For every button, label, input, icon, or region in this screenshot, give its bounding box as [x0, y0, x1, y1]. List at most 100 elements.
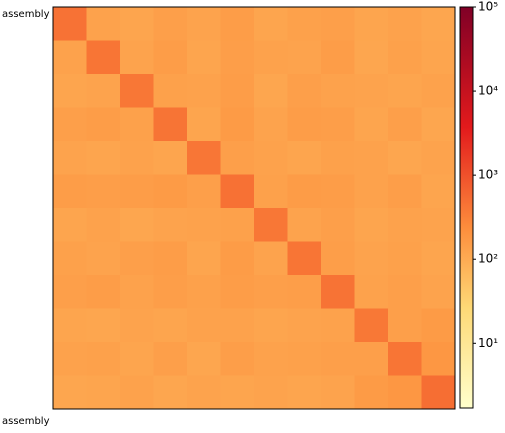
heatmap-cell: [254, 174, 288, 209]
heatmap-cell: [321, 342, 355, 376]
heatmap-cell: [120, 275, 154, 309]
heatmap-cell: [388, 40, 422, 75]
heatmap-cell: [354, 208, 389, 242]
heatmap-cell: [354, 40, 389, 75]
heatmap-cell: [421, 375, 456, 410]
heatmap-cell: [421, 174, 456, 209]
heatmap-cell: [220, 141, 255, 175]
heatmap-cell: [120, 7, 154, 41]
heatmap-cell: [153, 308, 188, 343]
heatmap-cell: [187, 107, 221, 142]
heatmap-cell: [187, 174, 221, 209]
heatmap-cell: [53, 241, 87, 276]
heatmap-cell: [153, 74, 188, 108]
heatmap-cell: [86, 74, 121, 108]
heatmap-cell: [187, 208, 221, 242]
heatmap-cell: [120, 40, 154, 75]
heatmap-cell: [421, 107, 456, 142]
heatmap-cell: [153, 40, 188, 75]
heatmap-cell: [153, 107, 188, 142]
heatmap-cell: [53, 208, 87, 242]
heatmap-cell: [53, 40, 87, 75]
heatmap-cell: [86, 174, 121, 209]
heatmap-cell: [53, 74, 87, 108]
heatmap-cell: [220, 107, 255, 142]
heatmap-cell: [287, 40, 322, 75]
heatmap-cell: [153, 241, 188, 276]
heatmap-cell: [421, 74, 456, 108]
heatmap-cell: [86, 40, 121, 75]
heatmap-cell: [53, 342, 87, 376]
heatmap-cell: [86, 7, 121, 41]
heatmap-cell: [421, 40, 456, 75]
heatmap-cell: [86, 107, 121, 142]
heatmap-cell: [86, 141, 121, 175]
heatmap-cell: [153, 141, 188, 175]
colorbar-tick-label: 10⁵: [478, 0, 498, 14]
heatmap-cell: [120, 241, 154, 276]
heatmap-cell: [421, 275, 456, 309]
heatmap-cell: [153, 174, 188, 209]
heatmap-cell: [53, 275, 87, 309]
heatmap-cell: [53, 174, 87, 209]
heatmap-cell: [421, 308, 456, 343]
heatmap-cell: [153, 342, 188, 376]
heatmap-cell: [254, 141, 288, 175]
heatmap-cell: [354, 174, 389, 209]
heatmap-cell: [254, 275, 288, 309]
heatmap-cell: [187, 141, 221, 175]
heatmap-cell: [53, 308, 87, 343]
heatmap-cell: [220, 174, 255, 209]
heatmap-cell: [220, 375, 255, 410]
heatmap-cell: [120, 208, 154, 242]
heatmap-cell: [254, 241, 288, 276]
heatmap-cell: [220, 275, 255, 309]
heatmap-cell: [287, 275, 322, 309]
heatmap-cell: [287, 107, 322, 142]
heatmap-cell: [321, 308, 355, 343]
colorbar-tick-label: 10³: [478, 168, 498, 182]
x-axis-label: assembly: [2, 416, 50, 427]
heatmap-cell: [187, 275, 221, 309]
heatmap-cell: [421, 342, 456, 376]
heatmap-cell: [287, 308, 322, 343]
heatmap-cell: [354, 107, 389, 142]
heatmap-cell: [287, 174, 322, 209]
heatmap-cell: [287, 342, 322, 376]
heatmap-cell: [120, 74, 154, 108]
heatmap-cell: [388, 7, 422, 41]
heatmap-cell: [354, 275, 389, 309]
heatmap-cell: [53, 7, 87, 41]
heatmap-cell: [321, 208, 355, 242]
heatmap-cell: [53, 107, 87, 142]
heatmap-cell: [220, 74, 255, 108]
colorbar-tick-label: 10¹: [478, 336, 498, 350]
plot-frame: [52, 6, 456, 410]
colorbar-tick-label: 10⁴: [478, 84, 498, 98]
heatmap-cell: [321, 141, 355, 175]
heatmap-cell: [388, 241, 422, 276]
heatmap-cell: [86, 308, 121, 343]
heatmap-cell: [354, 308, 389, 343]
heatmap-cell: [86, 275, 121, 309]
heatmap-cell: [254, 107, 288, 142]
heatmap-cell: [388, 174, 422, 209]
heatmap-cell: [254, 308, 288, 343]
heatmap-cell: [421, 141, 456, 175]
heatmap-cell: [421, 241, 456, 276]
heatmap-cell: [220, 208, 255, 242]
heatmap-cell: [53, 375, 87, 410]
heatmap-cell: [421, 208, 456, 242]
heatmap-cell: [187, 7, 221, 41]
heatmap-cell: [287, 74, 322, 108]
heatmap-cell: [220, 7, 255, 41]
y-axis-label: assembly: [2, 9, 50, 20]
heatmap-cell: [187, 308, 221, 343]
heatmap-cell: [254, 7, 288, 41]
heatmap-cell: [187, 375, 221, 410]
heatmap-cell: [321, 40, 355, 75]
heatmap-cell: [187, 40, 221, 75]
heatmap-cell: [254, 208, 288, 242]
heatmap-cell: [120, 375, 154, 410]
